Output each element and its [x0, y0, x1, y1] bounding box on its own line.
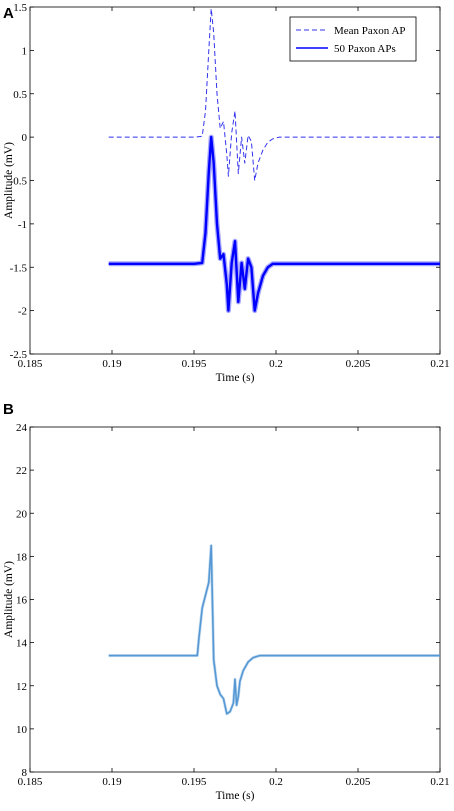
- y-tick-label: 20: [16, 508, 28, 520]
- panel-b: B 0.185 0.19 0.195 0.2 0.205 0.21 24 22 20 18 16 14 1…: [3, 401, 450, 802]
- panel-letter: A: [3, 5, 14, 22]
- series-line-1: [108, 544, 440, 715]
- y-axis-label: Amplitude (mV): [3, 142, 15, 219]
- y-tick-label: 12: [16, 681, 27, 693]
- x-tick-label: 0.2: [269, 358, 283, 370]
- x-tick-label: 0.19: [102, 358, 122, 370]
- x-axis-label: Time (s): [216, 790, 255, 802]
- panel-a: A 0.185 0.19 0.195 0.2 0.205 0.21 1.5 1 0.5 0 -0.5 -…: [3, 2, 450, 384]
- legend-entry-2: 50 Paxon APs: [334, 43, 396, 55]
- y-tick-label: -1.5: [10, 262, 28, 274]
- y-tick-label: 0.5: [13, 89, 27, 101]
- y-tick-label: 10: [16, 724, 28, 736]
- y-tick-label: 14: [16, 638, 28, 650]
- x-axis-label: Time (s): [216, 372, 255, 384]
- legend-entry-1: Mean Paxon AP: [334, 25, 406, 37]
- series-line-2: [108, 135, 440, 312]
- x-tick-label: 0.21: [430, 358, 449, 370]
- x-tick-label: 0.21: [430, 776, 449, 788]
- x-tick-label: 0.2: [269, 776, 283, 788]
- y-tick-label: -2: [18, 306, 27, 318]
- x-tick-label: 0.205: [346, 776, 371, 788]
- x-tick-label: 0.195: [182, 776, 207, 788]
- y-tick-label: -1: [18, 219, 27, 231]
- y-tick-label: -2.5: [10, 349, 28, 361]
- series-band: [108, 134, 440, 314]
- y-axis-label: Amplitude (mV): [3, 561, 15, 638]
- series-band: [108, 544, 440, 716]
- x-tick-label: 0.195: [182, 358, 207, 370]
- x-tick-label: 0.205: [346, 358, 371, 370]
- x-tick-label: 0.185: [18, 776, 43, 788]
- axes-box: [29, 426, 441, 773]
- y-tick-label: 1.5: [13, 2, 27, 14]
- legend: Mean Paxon AP 50 Paxon APs: [289, 16, 417, 62]
- legend-box: [289, 16, 417, 62]
- x-tick-label: 0.185: [18, 358, 43, 370]
- y-tick-label: 22: [16, 465, 27, 477]
- y-tick-label: 0: [22, 132, 28, 144]
- y-tick-label: 1: [22, 45, 28, 57]
- y-tick-label: -0.5: [10, 176, 28, 188]
- y-tick-label: 8: [22, 767, 28, 779]
- panel-letter: B: [3, 401, 14, 418]
- y-tick-label: 24: [16, 422, 28, 434]
- y-tick-label: 18: [16, 551, 28, 563]
- series-line-1: [108, 8, 440, 181]
- y-tick-label: 16: [16, 595, 28, 607]
- x-tick-label: 0.19: [102, 776, 122, 788]
